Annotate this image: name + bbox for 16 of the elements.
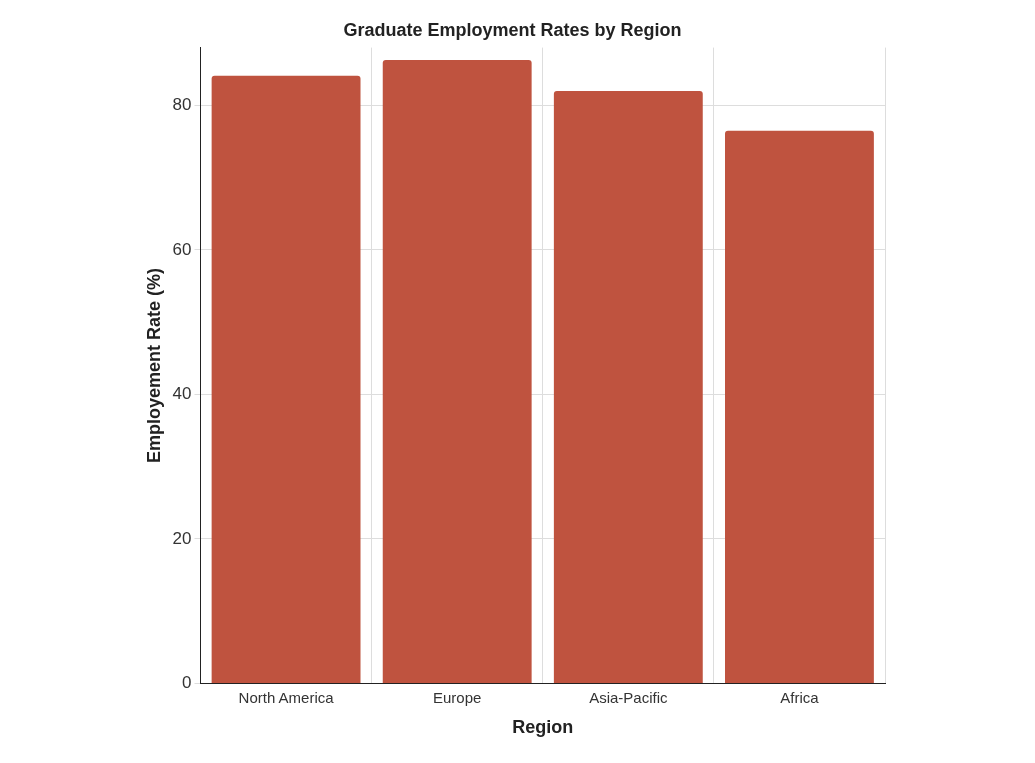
y-tick-label: 40 bbox=[172, 384, 192, 404]
bar bbox=[553, 90, 703, 683]
x-tick-label: Africa bbox=[780, 688, 820, 706]
y-tick-label: 80 bbox=[172, 95, 192, 115]
x-tick-label: North America bbox=[238, 688, 335, 706]
x-tick-label: Asia-Pacific bbox=[589, 688, 668, 706]
y-tick-label: 0 bbox=[182, 673, 192, 693]
y-tick-label: 20 bbox=[172, 528, 192, 548]
bar bbox=[725, 130, 874, 683]
bar bbox=[382, 59, 532, 683]
chart-title: Graduate Employment Rates by Region bbox=[343, 19, 682, 40]
x-tick-label: Europe bbox=[433, 688, 482, 706]
bar bbox=[211, 75, 361, 683]
x-axis-title: Region bbox=[512, 717, 574, 738]
y-tick-label: 60 bbox=[172, 239, 192, 259]
y-axis-title: Employement Rate (%) bbox=[143, 267, 164, 464]
